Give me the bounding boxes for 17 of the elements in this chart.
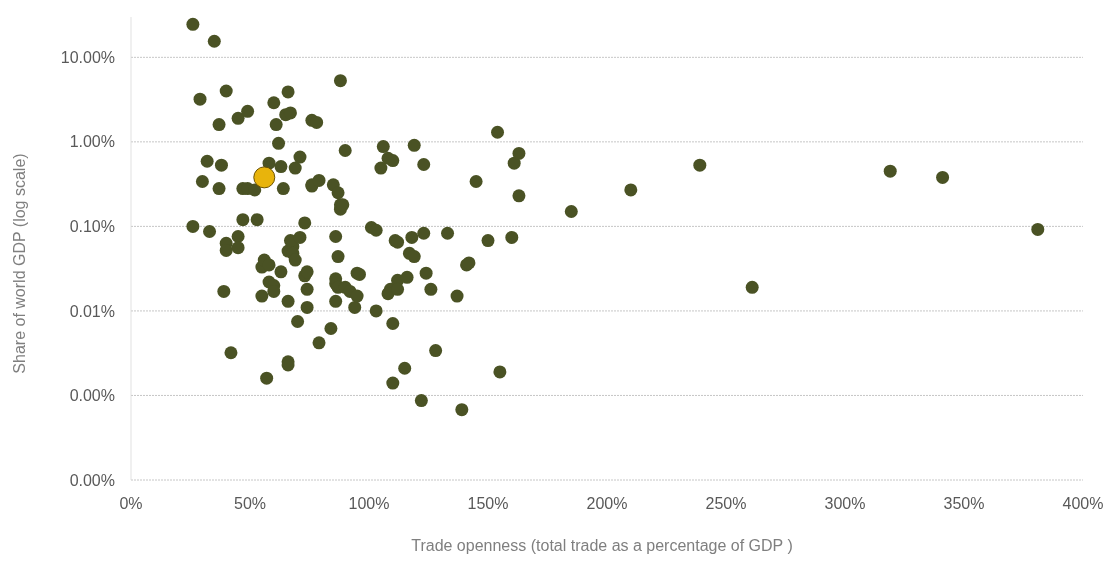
x-tick-label: 300%	[824, 495, 866, 512]
x-tick-label: 100%	[348, 495, 390, 512]
x-tick-label: 400%	[1062, 495, 1104, 512]
x-tick-label: 250%	[705, 495, 747, 512]
x-tick-label: 350%	[943, 495, 985, 512]
x-axis-title: Trade openness (total trade as a percentage of GDP )	[411, 537, 793, 554]
y-axis-title: Share of world GDP (log scale)	[11, 153, 28, 374]
y-tick-label: 0.01%	[69, 302, 115, 320]
y-tick-label: 10.00%	[60, 48, 115, 66]
x-tick-label: 150%	[467, 495, 509, 512]
y-tick-label: 1.00%	[69, 133, 115, 151]
x-tick-label: 0%	[119, 495, 143, 512]
y-tick-label: 0.00%	[69, 387, 115, 405]
x-tick-label: 50%	[233, 495, 267, 512]
y-tick-label: 0.10%	[69, 218, 115, 235]
x-tick-label: 200%	[586, 495, 628, 512]
y-tick-label: 0.00%	[69, 471, 115, 489]
